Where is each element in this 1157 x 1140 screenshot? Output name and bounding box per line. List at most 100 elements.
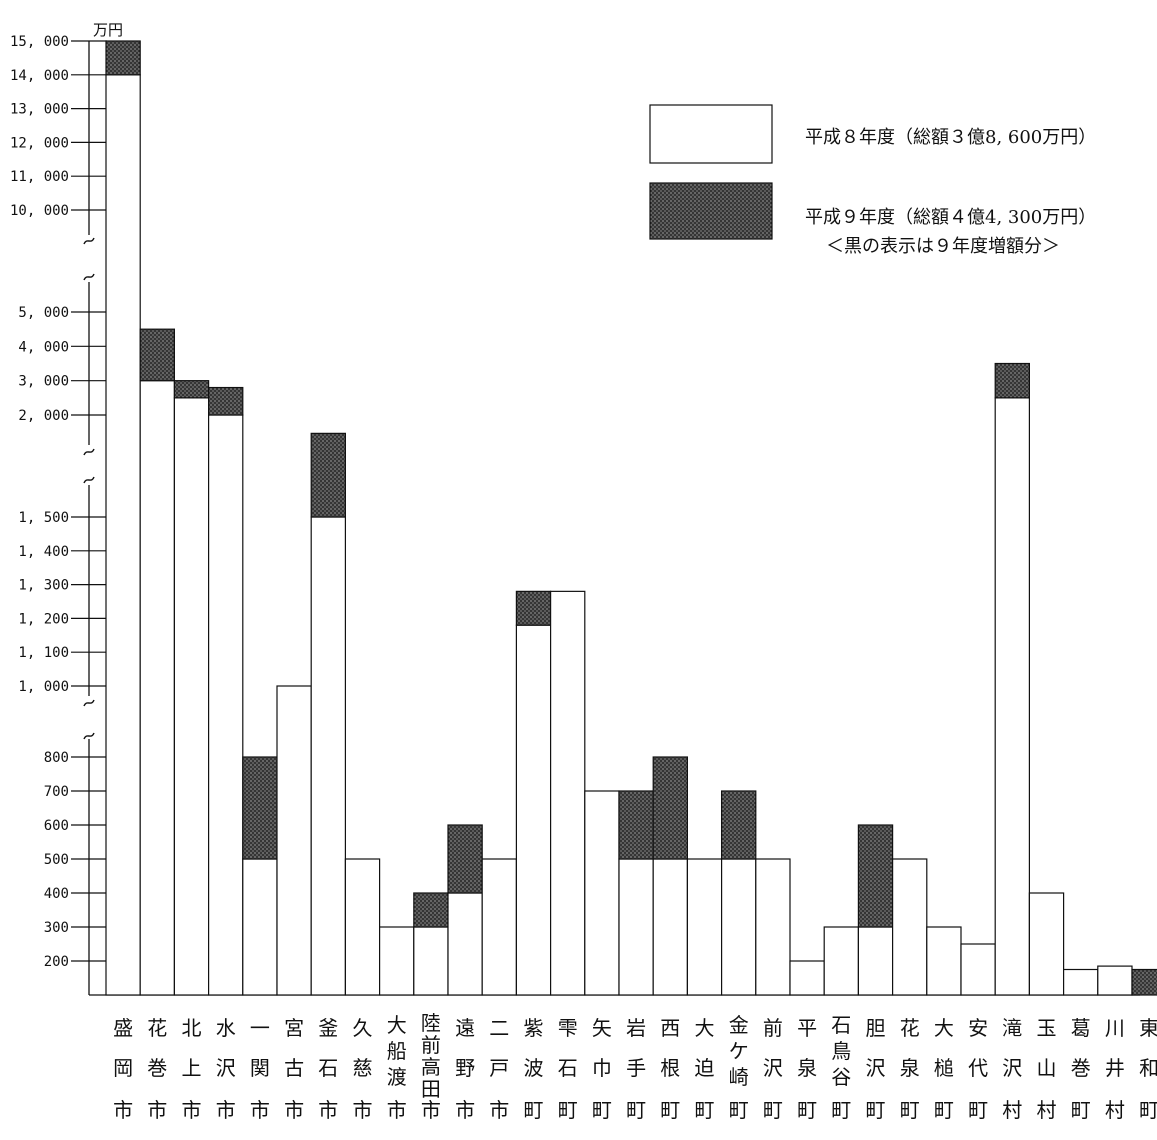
bar-fy8 <box>755 858 791 996</box>
bar-fy8 <box>686 858 723 996</box>
category-label: 大槌町 <box>934 1016 954 1122</box>
bar-fy8 <box>1097 965 1133 996</box>
category-label: 東和町 <box>1139 1016 1157 1122</box>
bar-increase <box>720 790 757 860</box>
bar-fy8 <box>994 397 1031 996</box>
bar-fy8 <box>720 858 757 996</box>
y-tick-label: 200 <box>44 954 69 970</box>
bar-increase <box>139 328 175 382</box>
y-tick-label: 400 <box>44 886 69 902</box>
y-tick-label: 11, 000 <box>10 169 69 185</box>
bar-fy8 <box>926 926 962 996</box>
y-tick-label: 3, 000 <box>18 374 69 390</box>
category-label: 西根町 <box>660 1016 680 1122</box>
bar-fy8 <box>960 943 996 996</box>
bar-fy8 <box>652 858 689 996</box>
bar-fy8 <box>242 858 278 996</box>
category-label: 前沢町 <box>763 1016 783 1122</box>
category-label: 紫波町 <box>524 1016 544 1122</box>
category-label: 花泉町 <box>900 1016 920 1122</box>
y-tick-label: 10, 000 <box>10 203 69 219</box>
bar-fy8 <box>481 858 518 996</box>
y-tick-label: 5, 000 <box>18 305 69 321</box>
axis-break-mark <box>83 699 95 707</box>
bar-fy8 <box>549 590 586 996</box>
bar-fy8 <box>310 516 347 996</box>
category-label: 宮古市 <box>284 1016 304 1122</box>
bar-increase <box>413 892 449 928</box>
bar-fy8 <box>208 414 244 996</box>
bar-increase <box>515 590 552 626</box>
axis-break-mark <box>83 476 95 484</box>
category-label: 水沢市 <box>216 1016 236 1122</box>
bar-fy8 <box>584 790 620 996</box>
y-tick-label: 15, 000 <box>10 34 69 50</box>
y-tick-label: 12, 000 <box>10 135 69 151</box>
bar-fy8 <box>515 624 552 996</box>
category-label: 二戸市 <box>489 1016 509 1122</box>
bar-increase <box>242 756 278 860</box>
y-tick-label: 300 <box>44 920 69 936</box>
bar-fy8 <box>789 960 825 996</box>
bar-fy8 <box>618 858 654 996</box>
category-label: 盛岡市 <box>113 1016 133 1122</box>
axis-break-mark <box>83 732 95 740</box>
y-tick-label: 14, 000 <box>10 68 69 84</box>
category-label: 葛巻町 <box>1071 1016 1091 1122</box>
y-tick-label: 1, 000 <box>18 679 69 695</box>
y-tick-label: 600 <box>44 818 69 834</box>
bar-fy8 <box>139 380 175 996</box>
bar-increase <box>994 362 1031 399</box>
bar-fy8 <box>891 858 928 996</box>
bar-fy8 <box>105 74 141 996</box>
bar-increase <box>208 386 244 416</box>
category-label: 石鳥谷町 <box>831 1013 851 1122</box>
bar-fy8 <box>276 685 312 996</box>
legend-swatch-fy9 <box>649 182 773 240</box>
category-label: 大迫町 <box>695 1016 715 1122</box>
category-label: 釜石市 <box>318 1016 338 1122</box>
bar-increase <box>310 432 347 518</box>
category-label: 玉山村 <box>1037 1016 1057 1122</box>
y-unit-label: 万円 <box>93 21 123 39</box>
category-label: 雫石町 <box>558 1016 578 1122</box>
bar-fy8 <box>413 926 449 996</box>
category-label: 岩手町 <box>626 1016 646 1122</box>
bar-fy8 <box>447 892 483 996</box>
bar-fy8 <box>379 926 415 996</box>
category-label: 滝沢村 <box>1002 1016 1022 1122</box>
y-tick-label: 1, 300 <box>18 578 69 594</box>
category-label: 平泉町 <box>797 1016 817 1122</box>
y-tick-label: 13, 000 <box>10 102 69 118</box>
y-tick-label: 1, 200 <box>18 611 69 627</box>
bar-increase <box>652 756 689 860</box>
legend-label-fy8: 平成８年度（総額３億8, 600万円） <box>805 127 1096 148</box>
category-label: 久慈市 <box>353 1016 373 1122</box>
category-label: 川井村 <box>1105 1016 1125 1122</box>
category-label: 胆沢町 <box>866 1016 886 1122</box>
y-tick-label: 1, 500 <box>18 510 69 526</box>
bar-fy8 <box>1062 968 1099 996</box>
bar-increase <box>857 824 894 928</box>
y-tick-label: 2, 000 <box>18 408 69 424</box>
y-tick-label: 800 <box>44 750 69 766</box>
category-label: 安代町 <box>968 1016 988 1122</box>
bar-fy8 <box>344 858 381 996</box>
bar-increase <box>173 380 210 399</box>
bar-fy8 <box>173 397 210 996</box>
legend-swatch-fy8 <box>649 104 773 164</box>
category-label: 遠野市 <box>455 1016 475 1122</box>
axis-break-mark <box>83 448 95 456</box>
category-label: 一関市 <box>250 1016 270 1122</box>
bar-increase <box>447 824 483 894</box>
bar-increase <box>105 40 141 76</box>
bar-fy8 <box>823 926 860 996</box>
y-tick-label: 4, 000 <box>18 339 69 355</box>
legend-label-fy9: 平成９年度（総額４億4, 300万円） <box>805 207 1096 228</box>
axis-break-mark <box>83 237 95 245</box>
y-tick-label: 700 <box>44 784 69 800</box>
category-label: 大船渡市 <box>387 1013 407 1122</box>
y-tick-label: 500 <box>44 852 69 868</box>
axis-break-mark <box>83 273 95 281</box>
